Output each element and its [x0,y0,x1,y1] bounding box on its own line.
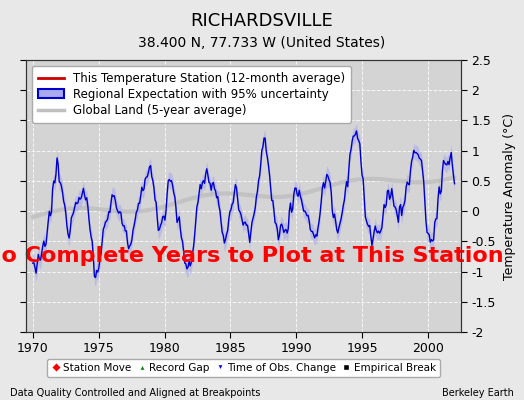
Text: Data Quality Controlled and Aligned at Breakpoints: Data Quality Controlled and Aligned at B… [10,388,261,398]
Text: 38.400 N, 77.733 W (United States): 38.400 N, 77.733 W (United States) [138,36,386,50]
Legend: Station Move, Record Gap, Time of Obs. Change, Empirical Break: Station Move, Record Gap, Time of Obs. C… [47,359,440,377]
Text: Berkeley Earth: Berkeley Earth [442,388,514,398]
Y-axis label: Temperature Anomaly (°C): Temperature Anomaly (°C) [503,112,516,280]
Text: No Complete Years to Plot at This Station: No Complete Years to Plot at This Statio… [0,246,504,266]
Text: RICHARDSVILLE: RICHARDSVILLE [191,12,333,30]
